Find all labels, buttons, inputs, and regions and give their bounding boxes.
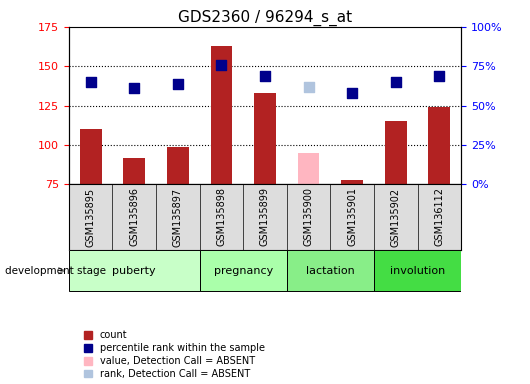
Bar: [298, 153, 320, 184]
Text: GSM135899: GSM135899: [260, 187, 270, 247]
Point: [174, 81, 182, 87]
Text: GSM135901: GSM135901: [347, 187, 357, 247]
Point: [392, 79, 400, 85]
Bar: [123, 157, 145, 184]
Bar: [341, 180, 363, 184]
FancyBboxPatch shape: [200, 250, 287, 291]
Point: [261, 73, 269, 79]
Text: GSM135895: GSM135895: [86, 187, 96, 247]
Bar: [210, 46, 232, 184]
Text: development stage: development stage: [5, 266, 107, 276]
Point: [217, 61, 226, 68]
Legend: count, percentile rank within the sample, value, Detection Call = ABSENT, rank, : count, percentile rank within the sample…: [84, 330, 265, 379]
FancyBboxPatch shape: [69, 250, 200, 291]
Bar: [80, 129, 102, 184]
Text: GSM135896: GSM135896: [129, 187, 139, 247]
Text: puberty: puberty: [112, 266, 156, 276]
Point: [86, 79, 95, 85]
Title: GDS2360 / 96294_s_at: GDS2360 / 96294_s_at: [178, 9, 352, 25]
Text: GSM135900: GSM135900: [304, 187, 314, 247]
Text: pregnancy: pregnancy: [214, 266, 273, 276]
FancyBboxPatch shape: [374, 250, 461, 291]
Point: [348, 90, 356, 96]
Text: involution: involution: [390, 266, 445, 276]
Text: GSM135898: GSM135898: [216, 187, 226, 247]
Text: GSM135897: GSM135897: [173, 187, 183, 247]
FancyBboxPatch shape: [287, 250, 374, 291]
Point: [304, 84, 313, 90]
Bar: [254, 93, 276, 184]
Point: [130, 85, 138, 91]
Text: GSM135902: GSM135902: [391, 187, 401, 247]
Point: [435, 73, 444, 79]
Bar: [167, 147, 189, 184]
Text: GSM136112: GSM136112: [434, 187, 444, 247]
Bar: [428, 107, 450, 184]
Text: lactation: lactation: [306, 266, 355, 276]
Bar: [385, 121, 407, 184]
